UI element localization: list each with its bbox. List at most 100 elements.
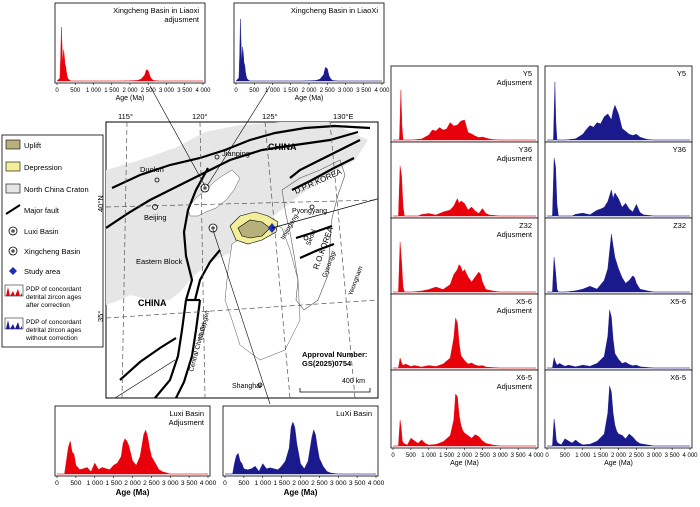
x-tick-label: 4 000: [682, 453, 698, 459]
fault-icon: [5, 204, 21, 215]
study-area-leader: [271, 198, 378, 229]
x-tick-label: 0: [223, 480, 227, 487]
chart-frame: [390, 293, 539, 371]
lon-tick-130: 130°E: [333, 112, 354, 121]
korean-peninsula: [281, 159, 346, 311]
lon-tick-120: 120°: [192, 112, 208, 121]
pyongyang-dot: [309, 204, 315, 210]
x-tick-label: 3 000: [493, 453, 509, 459]
pdp-curve: [547, 157, 690, 217]
x-axis-label: Age (Ma): [116, 95, 145, 102]
xingcheng-basin-icon: [8, 246, 18, 256]
pdp-curve: [225, 421, 376, 475]
x-tick-label: 3 500: [665, 453, 681, 459]
x-tick-label: 1 500: [104, 88, 120, 94]
x-tick-label: 2 500: [143, 480, 160, 487]
x-axis-label: Age (Ma): [116, 488, 150, 497]
x-tick-label: 3 500: [511, 453, 527, 459]
craton-swatch: [5, 183, 21, 194]
x-tick-label: 1 500: [105, 480, 122, 487]
x-tick-label: 3 500: [181, 480, 198, 487]
chart-title: adjusment: [164, 15, 200, 24]
x-tick-label: 500: [406, 453, 417, 459]
y36-raw-chart: Y36: [544, 141, 693, 220]
x-axis-label: Age (Ma): [295, 95, 324, 102]
x-tick-label: 4 000: [374, 88, 390, 94]
pdp-curve: [393, 89, 536, 141]
label-china-main: CHINA: [138, 298, 167, 308]
legend-label-uplift: Uplift: [24, 141, 42, 150]
approval-number-line1: Approval Number:: [302, 350, 367, 359]
chart-title: Y36: [519, 145, 532, 154]
legend-label-pdp-without-2: detrital zircon ages: [26, 327, 82, 334]
legend-label-study: Study area: [24, 267, 61, 276]
x-tick-label: 3 500: [349, 480, 366, 487]
chart-frame: [54, 2, 206, 84]
x-tick-label: 500: [238, 480, 249, 487]
pdp-curve: [547, 81, 690, 141]
chart-title: Adjusment: [169, 418, 205, 427]
major-faults: [106, 124, 371, 398]
x-tick-label: 2 000: [457, 453, 473, 459]
chart-title: X5-6: [670, 297, 686, 306]
scale-label: 400 km: [342, 378, 365, 385]
x-tick-label: 4 000: [200, 480, 217, 487]
depression-swatch: [5, 161, 21, 172]
x-tick-label: 500: [560, 453, 571, 459]
legend-label-fault: Major fault: [24, 206, 60, 215]
chart-title: Adjusment: [497, 78, 533, 87]
x-tick-label: 2 500: [320, 88, 336, 94]
seoul-dot: [303, 235, 309, 241]
pdp-curve: [57, 429, 208, 475]
pdp-curve: [235, 18, 382, 82]
legend-label-luxi: Luxi Basin: [24, 227, 59, 236]
x-tick-label: 3 000: [647, 453, 663, 459]
legend-label-pdp-after-1: PDP of concordant: [26, 286, 81, 293]
chart-title: Adjusment: [497, 382, 533, 391]
chart-title: Adjusment: [497, 154, 533, 163]
legend-label-pdp-after-2: detrital zircon ages: [26, 294, 82, 301]
x-tick-label: 500: [70, 88, 81, 94]
x-axis-label: Age (Ma): [284, 488, 318, 497]
x56-raw-chart: X5-6: [544, 293, 693, 372]
chart-title: LuXi Basin: [336, 409, 372, 418]
x-tick-label: 1 000: [86, 480, 103, 487]
chart-title: Xingcheng Basin in Liaoxi: [113, 6, 199, 15]
study-area-icon: [9, 267, 17, 275]
x-tick-label: 0: [234, 88, 238, 94]
x-tick-label: 1 000: [575, 453, 591, 459]
label-beijing: Beijing: [144, 213, 167, 222]
x-tick-label: 3 500: [356, 88, 372, 94]
x-tick-label: 2 000: [124, 480, 141, 487]
chart-title: Z32: [519, 221, 532, 230]
pdp-curve: [547, 233, 690, 293]
chart-title: Adjusment: [497, 306, 533, 315]
x-tick-label: 3 000: [162, 480, 179, 487]
x65-raw-chart: X6-5 0 500 1 000 1 500 2 000 2 500 3 000 3 500 4 …: [544, 369, 698, 467]
x-tick-label: 2 500: [311, 480, 328, 487]
x-tick-label: 1 500: [593, 453, 609, 459]
x-tick-label: 1 000: [265, 88, 281, 94]
scale-bar: [299, 388, 371, 393]
pdp-curve: [393, 317, 536, 369]
x-axis-label: Age (Ma): [450, 460, 479, 467]
x-tick-label: 3 500: [177, 88, 193, 94]
chart-title: Z32: [673, 221, 686, 230]
chart-frame: [233, 2, 385, 84]
luxi-basin-icon: [8, 226, 18, 236]
pdp-curve: [393, 393, 536, 447]
label-duolun: Duolun: [140, 165, 164, 174]
x-tick-label: 1 000: [86, 88, 102, 94]
x-tick-label: 1 000: [254, 480, 271, 487]
x-tick-label: 3 000: [338, 88, 354, 94]
luxi-raw-chart: LuXi Basin 0 500 1 000 1 500 2 000 2 500 3 000 3…: [222, 405, 385, 497]
chart-title: Y5: [677, 69, 686, 78]
x-tick-label: 2 500: [629, 453, 645, 459]
label-eastern-block: Eastern Block: [136, 257, 183, 266]
